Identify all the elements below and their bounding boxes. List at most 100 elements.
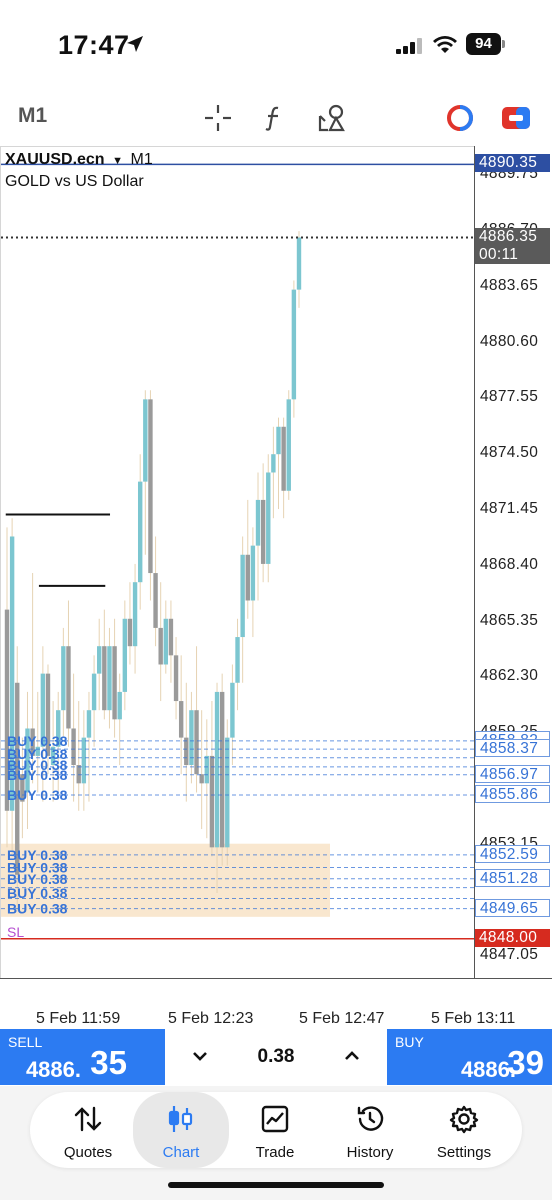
candle-body: [240, 554, 245, 638]
candle-body: [97, 646, 102, 674]
candle-countdown: 00:11: [475, 245, 550, 264]
shapes-icon[interactable]: [312, 98, 352, 138]
buy-button[interactable]: BUY 4886. 39: [387, 1029, 552, 1085]
price-axis-label: 4883.65: [480, 276, 539, 294]
order-price-tag: 4849.65: [475, 898, 550, 917]
battery-icon: 94: [466, 33, 506, 55]
tab-history[interactable]: History: [322, 1092, 418, 1168]
order-label: BUY 0.38: [7, 859, 68, 875]
price-axis-label: 4862.30: [480, 667, 539, 685]
candle-body: [148, 399, 153, 574]
home-indicator: [168, 1182, 384, 1188]
candle-body: [76, 765, 81, 784]
order-label: BUY 0.38: [7, 757, 68, 773]
candle-body: [281, 426, 286, 491]
candle-body: [204, 755, 209, 784]
candle-body: [107, 646, 112, 711]
time-label: 5 Feb 12:23: [168, 1010, 254, 1027]
tab-label: History: [346, 1144, 394, 1161]
candle-body: [122, 618, 128, 692]
candle-body: [209, 755, 215, 848]
tab-settings[interactable]: Settings: [416, 1092, 512, 1168]
candles-icon: [168, 1106, 193, 1132]
order-price-tag: 4858.37: [475, 739, 550, 758]
candle-body: [266, 472, 271, 564]
candle-body: [276, 426, 281, 455]
tab-trade[interactable]: Trade: [227, 1092, 323, 1168]
tab-label: Trade: [255, 1144, 295, 1161]
timeframe-button[interactable]: M1: [18, 104, 48, 127]
chart-timeframe: M1: [130, 151, 153, 168]
status-time: 17:47: [58, 30, 130, 60]
candle-body: [271, 454, 276, 473]
candle-body: [225, 737, 230, 848]
time-label: 5 Feb 11:59: [36, 1010, 121, 1027]
candle-body: [255, 499, 261, 546]
chevron-up-icon: [345, 1051, 359, 1060]
lot-decrease-button[interactable]: [185, 1041, 215, 1071]
price-axis-label: 4868.40: [480, 555, 539, 573]
function-icon[interactable]: [254, 98, 294, 138]
tab-label: Quotes: [63, 1144, 113, 1161]
sell-label: SELL: [8, 1034, 43, 1050]
candle-body: [230, 682, 235, 738]
price-tag-line: 4890.35: [475, 154, 550, 173]
lot-value[interactable]: 0.38: [257, 1046, 295, 1067]
candle-body: [291, 289, 297, 400]
candle-body: [117, 691, 122, 720]
candle-body: [35, 746, 40, 756]
order-label: BUY 0.38: [7, 767, 68, 783]
candle-body: [45, 673, 51, 756]
price-axis-label: 4865.35: [480, 611, 539, 629]
candle-body: [132, 582, 138, 647]
crosshair-icon[interactable]: [198, 98, 238, 138]
price-axis-label: 4877.55: [480, 388, 539, 406]
order-label: BUY 0.38: [7, 901, 68, 917]
candle-body: [235, 637, 240, 683]
buy-price-pips: 39: [507, 1044, 544, 1081]
candle-body: [153, 573, 158, 628]
order-label: BUY 0.38: [7, 885, 68, 901]
tab-label: Settings: [436, 1144, 492, 1161]
tab-chart[interactable]: Chart: [133, 1092, 229, 1168]
status-bar: 17:47 94: [0, 0, 552, 90]
account-circle-icon[interactable]: [440, 98, 480, 138]
order-label: BUY 0.38: [7, 733, 68, 749]
sl-price-tag: 4848.00: [475, 928, 550, 947]
chevron-down-icon: [193, 1052, 207, 1061]
candle-body: [158, 627, 163, 665]
trend-chart-icon: [261, 1105, 289, 1133]
candle-body: [30, 728, 35, 756]
candle-body: [189, 710, 194, 766]
candle-body: [143, 399, 148, 482]
sell-button[interactable]: SELL 4886. 35: [0, 1029, 165, 1085]
sl-label: SL: [7, 924, 24, 940]
trade-bar: SELL 4886. 35 0.38 BUY 4886. 39: [0, 1029, 552, 1085]
sell-price-main: 4886.: [25, 1057, 81, 1082]
candle-body: [286, 399, 291, 491]
order-price-tag: 4856.97: [475, 764, 550, 783]
candle-body: [56, 710, 61, 747]
symbol-dropdown-icon: ▼: [109, 155, 127, 167]
chart-symbol[interactable]: XAUUSD.ecn ▼ M1: [5, 151, 153, 169]
candle-body: [245, 554, 250, 601]
time-label: 5 Feb 12:47: [299, 1010, 385, 1027]
tab-quotes[interactable]: Quotes: [40, 1092, 136, 1168]
candle-body: [61, 646, 66, 711]
candle-body: [173, 655, 179, 702]
gear-icon: [449, 1105, 479, 1134]
toggle-icon[interactable]: [496, 98, 536, 138]
candle-body: [163, 618, 169, 665]
tab-bar: Quotes Chart Trade History Settings: [30, 1092, 522, 1168]
candle-body: [168, 618, 174, 656]
history-icon: [357, 1106, 384, 1131]
chart-toolbar: M1: [0, 90, 552, 145]
location-arrow-icon: [127, 36, 143, 52]
lot-increase-button[interactable]: [337, 1041, 367, 1071]
chart-canvas[interactable]: BUY 0.38 BUY 0.38 BUY 0.38 BUY 0.38 BUY 0.38…: [0, 146, 475, 978]
time-axis: 5 Feb 11:59 5 Feb 12:23 5 Feb 12:47 5 Fe…: [0, 978, 552, 1028]
candle-body: [219, 691, 225, 848]
order-zone: [1, 843, 330, 917]
order-price-tag: 4852.59: [475, 844, 550, 863]
price-axis-label: 4880.60: [480, 332, 539, 350]
